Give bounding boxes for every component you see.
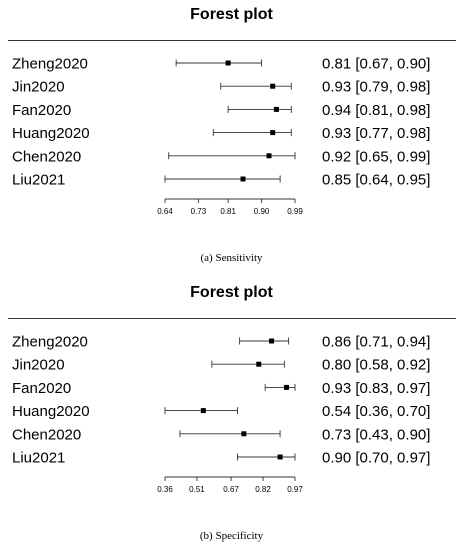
estimate-label: 0.54 [0.36, 0.70] xyxy=(322,403,430,420)
figure-caption: (a) Sensitivity xyxy=(0,252,463,264)
estimate-label: 0.93 [0.77, 0.98] xyxy=(322,125,430,142)
x-tick-label: 0.99 xyxy=(287,207,303,216)
x-tick-label: 0.81 xyxy=(220,207,236,216)
x-tick-label: 0.67 xyxy=(223,485,239,494)
estimate-label: 0.86 [0.71, 0.94] xyxy=(322,334,430,351)
estimate-label: 0.93 [0.83, 0.97] xyxy=(322,380,430,397)
forest-plot-sensitivity: Zheng2020 0.81 [0.67, 0.90] Jin2020 0.93 [0… xyxy=(12,56,430,217)
point-estimate xyxy=(283,384,289,390)
study-name: Liu2021 xyxy=(12,450,65,467)
study-name: Fan2020 xyxy=(12,102,71,119)
forest-plot-panel-sensitivity: Forest plot Zheng2020 0.81 [0.67, 0.90] Ji… xyxy=(0,6,463,264)
x-tick-label: 0.64 xyxy=(157,207,173,216)
point-estimate xyxy=(269,338,275,344)
point-estimate xyxy=(270,130,276,136)
estimate-label: 0.80 [0.58, 0.92] xyxy=(322,357,430,374)
study-name: Liu2021 xyxy=(12,172,65,189)
study-name: Chen2020 xyxy=(12,426,81,443)
study-name: Huang2020 xyxy=(12,403,90,420)
forest-plot-specificity: Zheng2020 0.86 [0.71, 0.94] Jin2020 0.80 [0… xyxy=(12,334,430,495)
estimate-label: 0.92 [0.65, 0.99] xyxy=(322,148,430,165)
point-estimate xyxy=(256,361,262,367)
study-name: Zheng2020 xyxy=(12,334,88,351)
point-estimate xyxy=(277,454,283,460)
estimate-label: 0.85 [0.64, 0.95] xyxy=(322,172,430,189)
caption-letter: (b) xyxy=(199,530,213,542)
estimate-label: 0.81 [0.67, 0.90] xyxy=(322,56,430,73)
title-rule xyxy=(8,318,456,319)
x-tick-label: 0.90 xyxy=(254,207,270,216)
caption-letter: (a) xyxy=(200,252,213,264)
point-estimate xyxy=(241,431,247,437)
study-name: Chen2020 xyxy=(12,148,81,165)
estimate-label: 0.73 [0.43, 0.90] xyxy=(322,426,430,443)
point-estimate xyxy=(273,106,279,112)
x-tick-label: 0.51 xyxy=(189,485,205,494)
study-name: Fan2020 xyxy=(12,380,71,397)
study-name: Jin2020 xyxy=(12,357,65,374)
point-estimate xyxy=(225,60,231,66)
study-name: Huang2020 xyxy=(12,125,90,142)
study-name: Zheng2020 xyxy=(12,56,88,73)
figure-caption: (b) Specificity xyxy=(0,530,463,542)
plot-title: Forest plot xyxy=(190,284,273,301)
title-rule xyxy=(8,40,456,41)
caption-text: Sensitivity xyxy=(215,252,263,264)
plot-title: Forest plot xyxy=(190,6,273,23)
caption-text: Specificity xyxy=(215,530,264,542)
study-name: Jin2020 xyxy=(12,79,65,96)
point-estimate xyxy=(270,83,276,89)
x-tick-label: 0.82 xyxy=(255,485,271,494)
point-estimate xyxy=(240,176,246,182)
forest-plot-panel-specificity: Forest plot Zheng2020 0.86 [0.71, 0.94] Ji… xyxy=(0,276,463,550)
point-estimate xyxy=(200,408,206,414)
point-estimate xyxy=(266,153,272,159)
x-tick-label: 0.97 xyxy=(287,485,303,494)
estimate-label: 0.93 [0.79, 0.98] xyxy=(322,79,430,96)
estimate-label: 0.90 [0.70, 0.97] xyxy=(322,450,430,467)
estimate-label: 0.94 [0.81, 0.98] xyxy=(322,102,430,119)
x-tick-label: 0.73 xyxy=(191,207,207,216)
x-tick-label: 0.36 xyxy=(157,485,173,494)
